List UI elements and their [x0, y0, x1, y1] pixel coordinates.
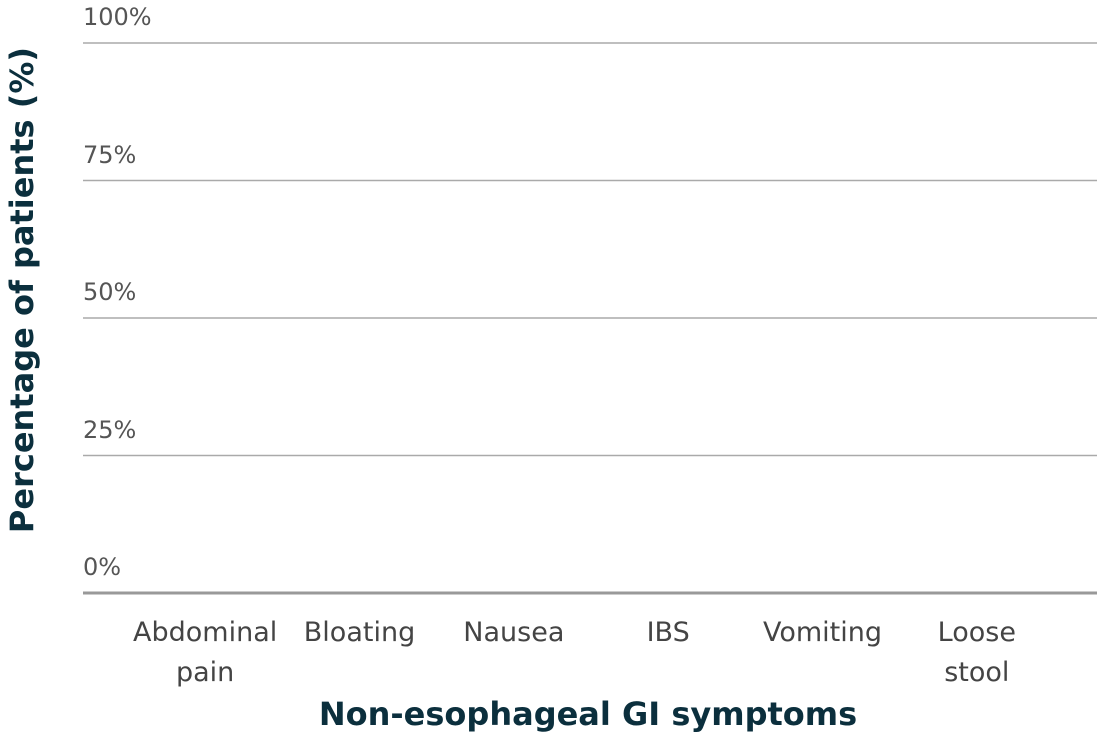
- y-tick-label: 0%: [83, 553, 122, 581]
- y-tick-label: 100%: [83, 3, 152, 31]
- y-tick-label: 50%: [83, 278, 137, 306]
- x-axis-title: Non-esophageal GI symptoms: [318, 695, 858, 733]
- x-tick-label: Loose stool: [937, 617, 1016, 688]
- x-tick-label: Nausea: [463, 617, 565, 648]
- x-tick-label: IBS: [646, 617, 690, 648]
- x-tick-label: Vomiting: [762, 617, 883, 648]
- y-axis-title: Percentage of patients (%): [3, 46, 41, 534]
- y-tick-label: 75%: [83, 140, 137, 169]
- y-tick-label: 25%: [83, 415, 137, 444]
- x-tick-label: Bloating: [303, 617, 416, 648]
- x-tick-label: Abdominal pain: [133, 617, 278, 688]
